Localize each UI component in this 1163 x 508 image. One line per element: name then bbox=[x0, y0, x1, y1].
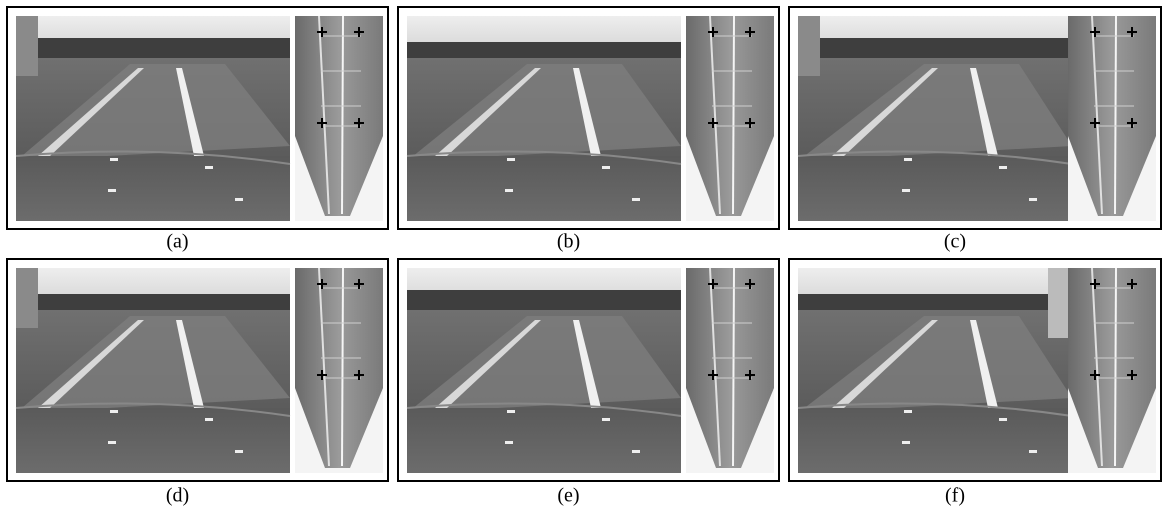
reflection-dash bbox=[205, 166, 213, 169]
reflection-dash bbox=[205, 418, 213, 421]
reflection-dash bbox=[507, 158, 515, 161]
reflection-dash bbox=[110, 410, 118, 413]
reflection-dash bbox=[904, 158, 912, 161]
camera-image bbox=[16, 268, 290, 473]
warped-lane bbox=[733, 268, 734, 466]
car-hood bbox=[798, 408, 1072, 473]
warped-image bbox=[1068, 268, 1156, 473]
reflection-dash bbox=[632, 450, 640, 453]
reflection-dash bbox=[235, 450, 243, 453]
building bbox=[16, 16, 38, 76]
panel bbox=[7, 7, 388, 229]
car-hood bbox=[16, 156, 290, 221]
warped-image bbox=[686, 16, 774, 221]
car-hood bbox=[16, 408, 290, 473]
building bbox=[16, 268, 38, 328]
panel-label: (b) bbox=[557, 231, 580, 253]
panel-label: (a) bbox=[166, 231, 188, 253]
warped-lane bbox=[733, 16, 734, 214]
reflection-dash bbox=[602, 166, 610, 169]
reflection-dash bbox=[108, 441, 116, 444]
reflection-dash bbox=[999, 418, 1007, 421]
tree-line bbox=[407, 290, 681, 312]
panel bbox=[398, 259, 779, 481]
panel bbox=[789, 7, 1161, 229]
reflection-dash bbox=[235, 198, 243, 201]
reflection-dash bbox=[999, 166, 1007, 169]
warped-lane bbox=[342, 268, 343, 466]
warped-image bbox=[295, 16, 383, 221]
warped-image bbox=[295, 268, 383, 473]
reflection-dash bbox=[110, 158, 118, 161]
reflection-dash bbox=[1029, 198, 1037, 201]
panel bbox=[789, 259, 1161, 481]
reflection-dash bbox=[904, 410, 912, 413]
reflection-dash bbox=[507, 410, 515, 413]
reflection-dash bbox=[108, 189, 116, 192]
tree-line bbox=[16, 38, 290, 60]
warped-lane bbox=[1115, 16, 1116, 214]
reflection-dash bbox=[902, 189, 910, 192]
reflection-dash bbox=[602, 418, 610, 421]
panel-label: (c) bbox=[944, 231, 966, 253]
reflection-dash bbox=[1029, 450, 1037, 453]
building bbox=[798, 16, 820, 76]
reflection-dash bbox=[902, 441, 910, 444]
panel-label: (f) bbox=[945, 485, 965, 507]
camera-image bbox=[407, 16, 681, 221]
warped-lane bbox=[342, 16, 343, 214]
tree-line bbox=[798, 38, 1072, 60]
panels: (a) (b) (c) (d) (e) (f) bbox=[7, 7, 1161, 507]
camera-image bbox=[798, 268, 1072, 473]
camera-image bbox=[16, 16, 290, 221]
car-hood bbox=[798, 156, 1072, 221]
car-hood bbox=[407, 408, 681, 473]
reflection-dash bbox=[505, 441, 513, 444]
figure: (a) (b) (c) (d) (e) (f) bbox=[0, 0, 1163, 508]
warped-lane bbox=[1115, 268, 1116, 466]
panel-label: (d) bbox=[166, 485, 189, 507]
reflection-dash bbox=[632, 198, 640, 201]
camera-image bbox=[798, 16, 1072, 221]
panel bbox=[7, 259, 388, 481]
panel-label: (e) bbox=[557, 485, 579, 507]
reflection-dash bbox=[505, 189, 513, 192]
car-hood bbox=[407, 156, 681, 221]
panel bbox=[398, 7, 779, 229]
warped-image bbox=[686, 268, 774, 473]
warped-image bbox=[1068, 16, 1156, 221]
camera-image bbox=[407, 268, 681, 473]
